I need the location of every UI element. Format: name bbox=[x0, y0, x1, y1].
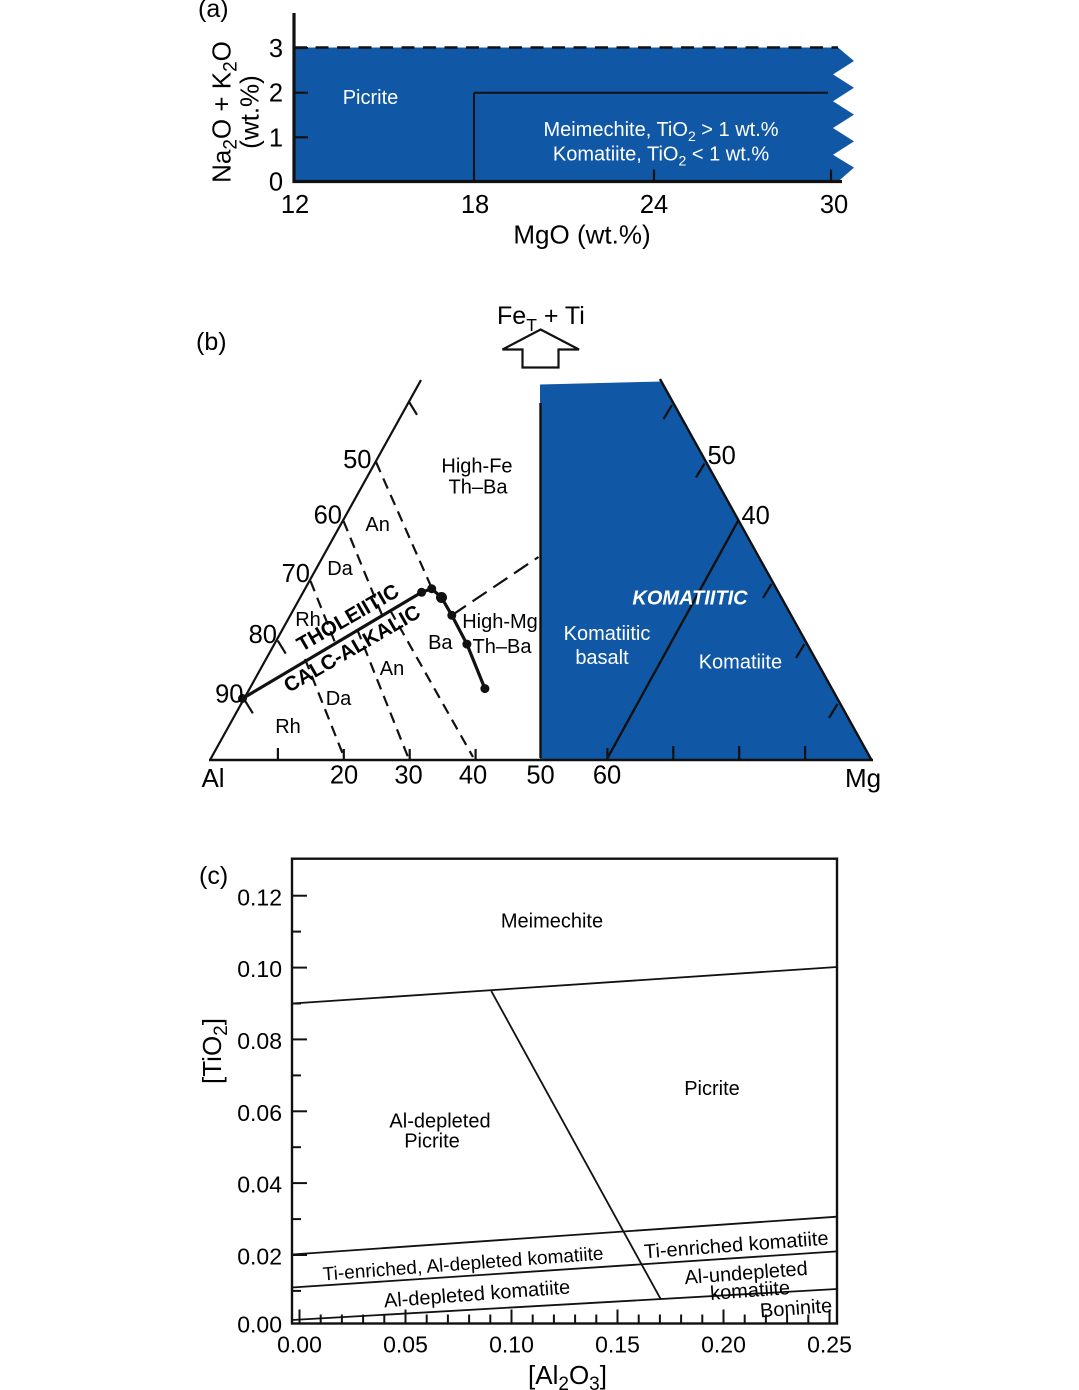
svg-text:80: 80 bbox=[249, 621, 277, 649]
svg-text:(b): (b) bbox=[196, 328, 227, 356]
svg-text:Komatiite, TiO2 < 1 wt.%: Komatiite, TiO2 < 1 wt.% bbox=[553, 143, 769, 168]
svg-text:2: 2 bbox=[269, 80, 283, 108]
svg-text:Picrite: Picrite bbox=[684, 1078, 740, 1100]
svg-text:40: 40 bbox=[459, 762, 487, 790]
svg-text:0.25: 0.25 bbox=[807, 1332, 852, 1358]
svg-text:An: An bbox=[380, 658, 404, 680]
svg-text:Mg: Mg bbox=[845, 763, 881, 793]
svg-text:Na2O + K2O: Na2O + K2O bbox=[207, 41, 242, 183]
svg-text:20: 20 bbox=[330, 762, 358, 790]
svg-text:3: 3 bbox=[269, 35, 283, 63]
svg-text:Al: Al bbox=[201, 763, 224, 793]
svg-text:30: 30 bbox=[394, 762, 422, 790]
svg-text:50: 50 bbox=[526, 762, 554, 790]
svg-text:(wt.%): (wt.%) bbox=[235, 75, 265, 149]
svg-text:Komatiite: Komatiite bbox=[699, 652, 782, 674]
svg-text:0.06: 0.06 bbox=[237, 1100, 282, 1126]
svg-text:60: 60 bbox=[314, 502, 342, 530]
svg-text:Ba: Ba bbox=[428, 632, 453, 654]
svg-text:0.10: 0.10 bbox=[489, 1332, 534, 1358]
svg-text:Meimechite: Meimechite bbox=[501, 911, 603, 933]
svg-text:Meimechite, TiO2 > 1 wt.%: Meimechite, TiO2 > 1 wt.% bbox=[543, 119, 778, 144]
svg-text:MgO (wt.%): MgO (wt.%) bbox=[513, 220, 650, 250]
svg-text:18: 18 bbox=[461, 191, 489, 219]
svg-text:Boninite: Boninite bbox=[759, 1295, 833, 1322]
svg-text:70: 70 bbox=[282, 560, 310, 588]
svg-text:(a): (a) bbox=[198, 0, 229, 23]
svg-text:Rh: Rh bbox=[275, 716, 301, 738]
svg-text:0.05: 0.05 bbox=[383, 1332, 428, 1358]
svg-text:0.12: 0.12 bbox=[237, 885, 282, 911]
svg-text:Picrite: Picrite bbox=[343, 87, 399, 109]
svg-text:Rh: Rh bbox=[295, 609, 321, 631]
svg-text:(c): (c) bbox=[199, 862, 228, 890]
svg-text:0: 0 bbox=[269, 169, 283, 197]
svg-text:0.08: 0.08 bbox=[237, 1028, 282, 1054]
svg-text:30: 30 bbox=[820, 191, 848, 219]
svg-text:0.04: 0.04 bbox=[237, 1172, 282, 1198]
svg-text:KOMATIITIC: KOMATIITIC bbox=[632, 588, 748, 610]
svg-text:24: 24 bbox=[640, 191, 668, 219]
svg-text:0.00: 0.00 bbox=[237, 1312, 282, 1338]
svg-text:Al-depleted: Al-depleted bbox=[389, 1111, 490, 1133]
svg-text:Th–Ba: Th–Ba bbox=[473, 636, 533, 658]
svg-text:An: An bbox=[365, 514, 389, 536]
svg-text:FeT + Ti: FeT + Ti bbox=[497, 302, 585, 335]
svg-text:Da: Da bbox=[326, 688, 352, 710]
svg-text:High-Mg: High-Mg bbox=[462, 611, 538, 633]
svg-text:90: 90 bbox=[215, 681, 243, 709]
svg-text:Picrite: Picrite bbox=[404, 1131, 460, 1153]
svg-text:basalt: basalt bbox=[575, 647, 629, 669]
svg-text:40: 40 bbox=[742, 502, 770, 530]
svg-text:0.20: 0.20 bbox=[701, 1332, 746, 1358]
svg-text:50: 50 bbox=[708, 442, 736, 470]
svg-text:0.15: 0.15 bbox=[595, 1332, 640, 1358]
svg-text:50: 50 bbox=[343, 446, 371, 474]
svg-text:Komatiitic: Komatiitic bbox=[564, 623, 651, 645]
svg-text:0.00: 0.00 bbox=[277, 1332, 322, 1358]
svg-text:Th–Ba: Th–Ba bbox=[449, 477, 509, 499]
svg-text:High-Fe: High-Fe bbox=[441, 456, 512, 478]
svg-text:60: 60 bbox=[593, 762, 621, 790]
svg-text:1: 1 bbox=[269, 124, 283, 152]
svg-text:Da: Da bbox=[327, 558, 353, 580]
svg-text:0.02: 0.02 bbox=[237, 1244, 282, 1270]
svg-text:12: 12 bbox=[281, 191, 309, 219]
svg-text:0.10: 0.10 bbox=[237, 956, 282, 982]
